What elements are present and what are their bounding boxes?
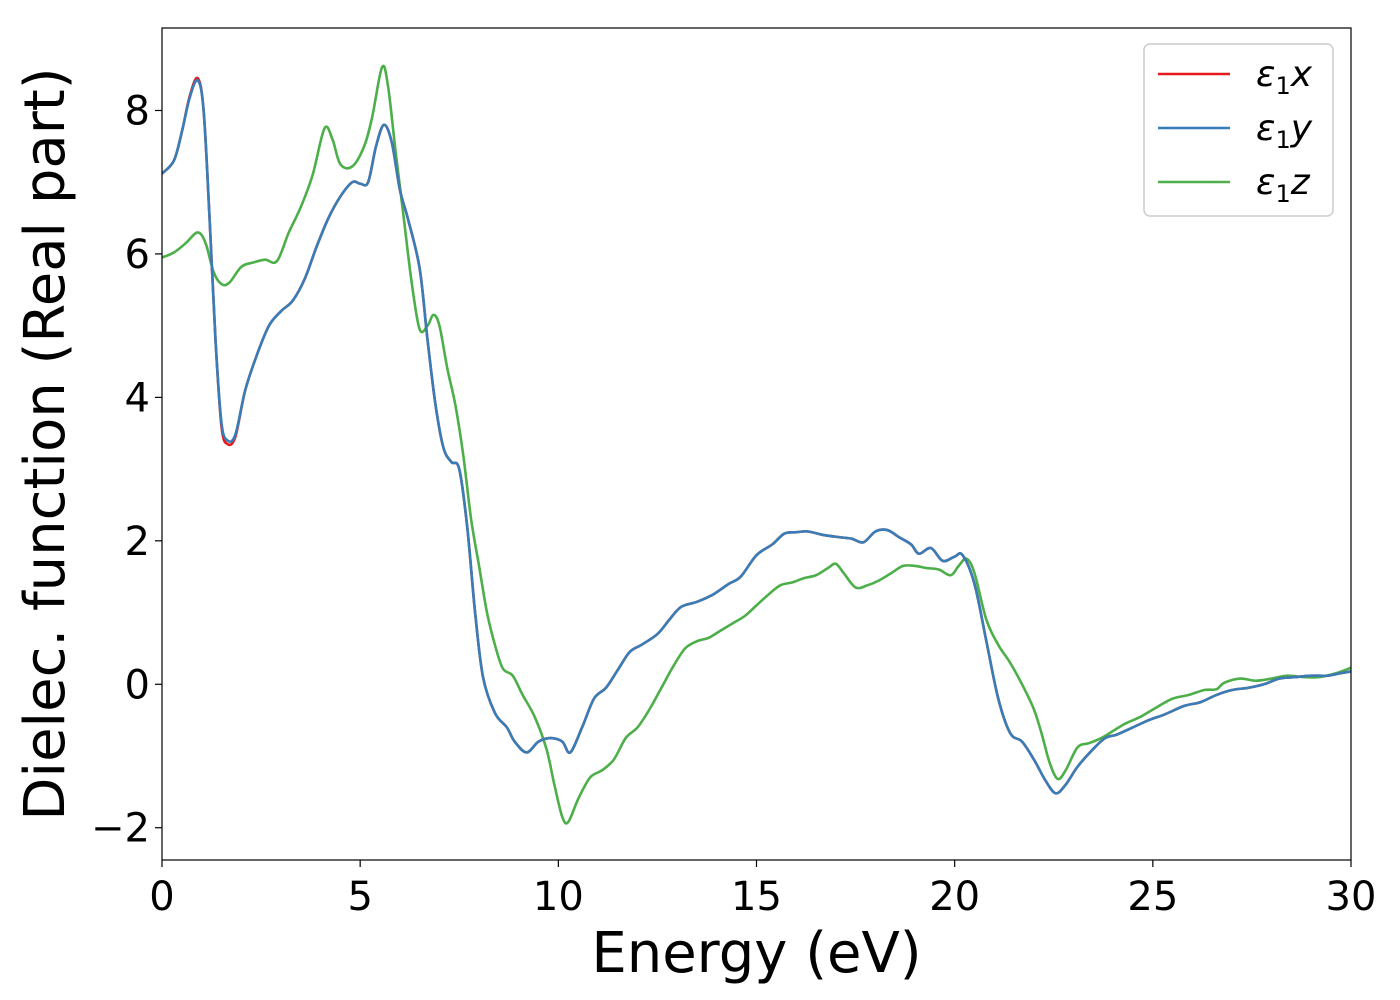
x-tick-label: 15 [731, 874, 782, 920]
legend-label: ε1z [1256, 162, 1311, 208]
y-tick-label: −2 [91, 806, 150, 852]
legend-item-x: ε1x [1158, 54, 1313, 100]
y-tick-label: 6 [125, 232, 150, 278]
legend-item-z: ε1z [1158, 162, 1311, 208]
x-tick-label: 10 [533, 874, 584, 920]
x-tick-label: 0 [149, 874, 174, 920]
legend-box [1143, 43, 1334, 217]
y-axis-label: Dielec. function (Real part) [13, 67, 78, 820]
series-line-z [162, 64, 1351, 825]
y-tick-label: 8 [125, 88, 150, 134]
y-axis-ticks: −2 0 2 4 6 8 [91, 88, 162, 852]
x-axis-label: Energy (eV) [591, 921, 921, 986]
series-layer [162, 64, 1351, 825]
series-line-y [162, 78, 1351, 795]
legend-label: ε1x [1256, 54, 1313, 100]
legend-label: ε1y [1256, 108, 1313, 154]
y-tick-label: 4 [125, 375, 150, 421]
legend-item-y: ε1y [1158, 108, 1313, 154]
x-tick-label: 20 [929, 874, 980, 920]
y-tick-label: 0 [125, 662, 150, 708]
y-tick-label: 2 [125, 519, 150, 565]
x-tick-label: 30 [1326, 874, 1377, 920]
x-axis-ticks: 0 5 10 15 20 25 30 [149, 860, 1376, 920]
legend: ε1x ε1y ε1z [1143, 43, 1334, 217]
x-tick-label: 25 [1127, 874, 1178, 920]
x-tick-label: 5 [347, 874, 372, 920]
